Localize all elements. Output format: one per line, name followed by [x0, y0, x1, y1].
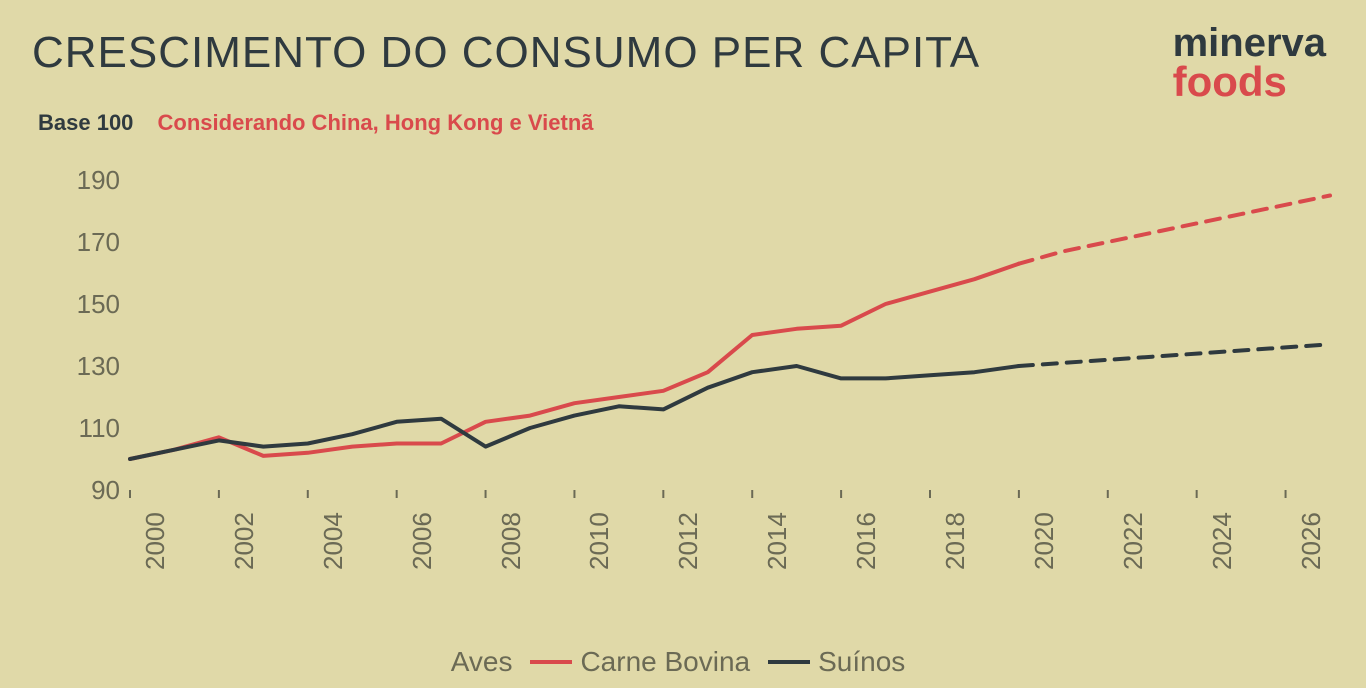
y-tick-label: 150: [60, 289, 120, 320]
series-line: [1019, 344, 1330, 366]
legend-label: Aves: [451, 646, 513, 677]
chart-legend: Aves Carne Bovina Suínos: [0, 644, 1366, 678]
x-tick-label: 2008: [496, 512, 527, 570]
y-tick-label: 130: [60, 351, 120, 382]
x-tick-label: 2016: [851, 512, 882, 570]
y-tick-label: 170: [60, 227, 120, 258]
x-tick-label: 2006: [407, 512, 438, 570]
subtitle: Base 100 Considerando China, Hong Kong e…: [38, 110, 594, 136]
series-line: [130, 264, 1019, 459]
y-tick-label: 90: [60, 475, 120, 506]
y-tick-label: 110: [60, 413, 120, 444]
chart-area: 90 110 130 150 170 190 2000 2002 2004 2006 2008 201…: [20, 160, 1346, 590]
subtitle-base: Base 100: [38, 110, 133, 135]
brand-logo: minerva foods: [1173, 24, 1326, 102]
x-tick-label: 2002: [229, 512, 260, 570]
x-tick-label: 2014: [762, 512, 793, 570]
page-title: CRESCIMENTO DO CONSUMO PER CAPITA: [32, 28, 980, 78]
x-tick-label: 2026: [1296, 512, 1327, 570]
subtitle-note: Considerando China, Hong Kong e Vietnã: [158, 110, 594, 135]
legend-swatch: [768, 660, 810, 664]
x-tick-label: 2020: [1029, 512, 1060, 570]
x-tick-label: 2012: [673, 512, 704, 570]
legend-label: Suínos: [818, 646, 905, 677]
legend-label: Carne Bovina: [580, 646, 750, 677]
series-line: [1019, 196, 1330, 264]
x-tick-label: 2022: [1118, 512, 1149, 570]
logo-line1: minerva: [1173, 24, 1326, 62]
legend-swatch: [530, 660, 572, 664]
x-tick-label: 2000: [140, 512, 171, 570]
y-tick-label: 190: [60, 165, 120, 196]
series-line: [130, 366, 1019, 459]
x-tick-label: 2018: [940, 512, 971, 570]
x-tick-label: 2004: [318, 512, 349, 570]
logo-line2: foods: [1173, 62, 1326, 102]
x-tick-label: 2010: [584, 512, 615, 570]
x-tick-label: 2024: [1207, 512, 1238, 570]
